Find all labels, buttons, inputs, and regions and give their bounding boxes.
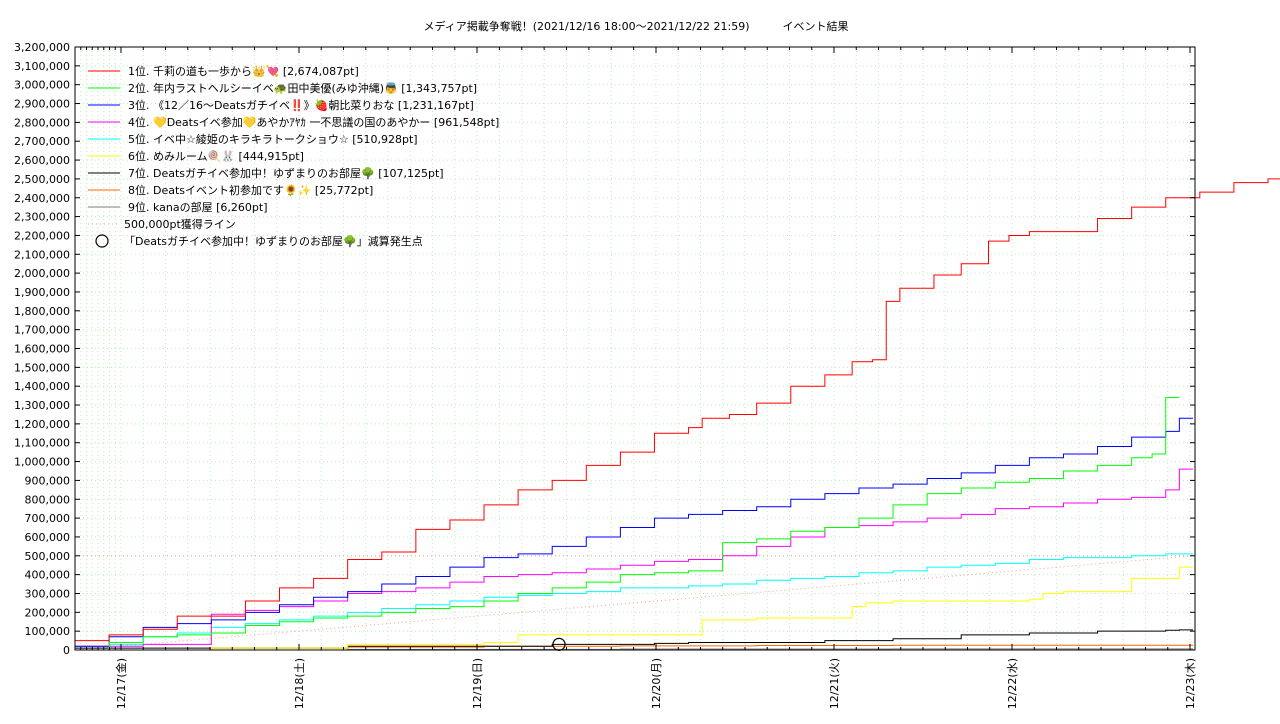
y-tick-label: 1,200,000 bbox=[14, 418, 70, 431]
series-layer bbox=[75, 178, 1280, 651]
y-tick-label: 300,000 bbox=[25, 587, 71, 600]
series-line bbox=[75, 629, 1193, 649]
x-tick-label: 12/20(月) bbox=[650, 658, 663, 709]
y-tick-label: 700,000 bbox=[25, 512, 71, 525]
y-tick-label: 100,000 bbox=[25, 625, 71, 638]
y-tick-label: 400,000 bbox=[25, 569, 71, 582]
plot-frame bbox=[74, 46, 1196, 651]
legend-label: 5位. イベ中☆綾姫のキラキラトークショウ☆ [510,928pt] bbox=[128, 132, 418, 146]
y-tick-label: 500,000 bbox=[25, 550, 71, 563]
legend-label: 3位. 《12／16〜Deatsガチイベ‼️》🍓朝比菜りおな [1,231,16… bbox=[128, 98, 474, 112]
x-tick-label: 12/23(木) bbox=[1184, 658, 1197, 709]
marker-layer bbox=[552, 637, 566, 651]
x-tick-label: 12/18(土) bbox=[293, 658, 306, 709]
y-tick-label: 1,300,000 bbox=[14, 399, 70, 412]
legend-label-reference: 500,000pt獲得ライン bbox=[124, 218, 236, 231]
series-line bbox=[75, 396, 1180, 651]
reference-pace-line bbox=[74, 555, 1194, 651]
y-tick-label: 3,100,000 bbox=[14, 60, 70, 73]
legend-label: 6位. めみルーム🍭🐰 [444,915pt] bbox=[128, 149, 304, 163]
y-tick-label: 1,400,000 bbox=[14, 380, 70, 393]
legend-label: 8位. Deatsイベント初参加です🌻✨ [25,772pt] bbox=[128, 183, 373, 197]
grid-layer bbox=[75, 47, 1195, 650]
y-tick-label: 2,400,000 bbox=[14, 192, 70, 205]
legend-label: 2位. 年内ラストヘルシーイベ🐢田中美優(みゆ沖縄)👼 [1,343,757pt… bbox=[128, 81, 477, 95]
y-tick-label: 2,600,000 bbox=[14, 154, 70, 167]
y-tick-label: 1,900,000 bbox=[14, 286, 70, 299]
x-tick-label: 12/19(日) bbox=[471, 658, 484, 709]
y-tick-label: 2,000,000 bbox=[14, 267, 70, 280]
y-tick-label: 3,000,000 bbox=[14, 79, 70, 92]
legend-marker bbox=[95, 234, 109, 248]
y-tick-label: 800,000 bbox=[25, 493, 71, 506]
reference-layer bbox=[74, 555, 1195, 651]
legend: 1位. 千莉の道も一歩から👑💘 [2,674,087pt] 2位. 年内ラストヘル… bbox=[88, 64, 499, 248]
y-tick-label: 900,000 bbox=[25, 474, 71, 487]
y-tick-label: 600,000 bbox=[25, 531, 71, 544]
y-tick-label: 1,800,000 bbox=[14, 305, 70, 318]
x-tick-label: 12/22(水) bbox=[1006, 658, 1019, 709]
series-line bbox=[75, 417, 1193, 647]
y-tick-label: 2,100,000 bbox=[14, 248, 70, 261]
y-tick-label: 2,500,000 bbox=[14, 173, 70, 186]
legend-label-marker: 「Deatsガチイベ参加中！ゆずまりのお部屋🌳」減算発生点 bbox=[124, 234, 423, 248]
y-tick-label: 2,200,000 bbox=[14, 229, 70, 242]
y-tick-label: 1,500,000 bbox=[14, 361, 70, 374]
legend-label: 7位. Deatsガチイベ参加中！ゆずまりのお部屋🌳 [107,125pt] bbox=[128, 166, 444, 180]
y-tick-label: 1,100,000 bbox=[14, 437, 70, 450]
y-tick-label: 0 bbox=[63, 644, 70, 657]
axis-layer: 0 100,000 200,000 300,000 400,000 500,000 600,… bbox=[14, 41, 1197, 709]
deduction-marker bbox=[552, 637, 566, 651]
y-tick-label: 2,800,000 bbox=[14, 116, 70, 129]
y-tick-label: 3,200,000 bbox=[14, 41, 70, 54]
y-tick-label: 1,600,000 bbox=[14, 343, 70, 356]
legend-label: 4位. 💛Deatsイベ参加💛あやかｱﾔｶ 一不思議の国のあやかー [961,5… bbox=[128, 115, 499, 129]
legend-label: 1位. 千莉の道も一歩から👑💘 [2,674,087pt] bbox=[128, 64, 359, 78]
x-tick-label: 12/17(金) bbox=[114, 658, 128, 709]
series-line bbox=[75, 566, 1193, 651]
y-tick-label: 2,300,000 bbox=[14, 211, 70, 224]
y-tick-label: 2,700,000 bbox=[14, 135, 70, 148]
y-tick-label: 2,900,000 bbox=[14, 98, 70, 111]
y-tick-label: 1,000,000 bbox=[14, 456, 70, 469]
y-tick-label: 200,000 bbox=[25, 606, 71, 619]
x-tick-label: 12/21(火) bbox=[828, 658, 841, 709]
series-line bbox=[75, 178, 1280, 642]
series-line bbox=[75, 553, 1193, 651]
legend-label: 9位. kanaの部屋 [6,260pt] bbox=[128, 200, 268, 214]
chart-title: メディア掲載争奪戦！(2021/12/16 18:00～2021/12/22 2… bbox=[423, 19, 848, 33]
y-tick-label: 1,700,000 bbox=[14, 324, 70, 337]
